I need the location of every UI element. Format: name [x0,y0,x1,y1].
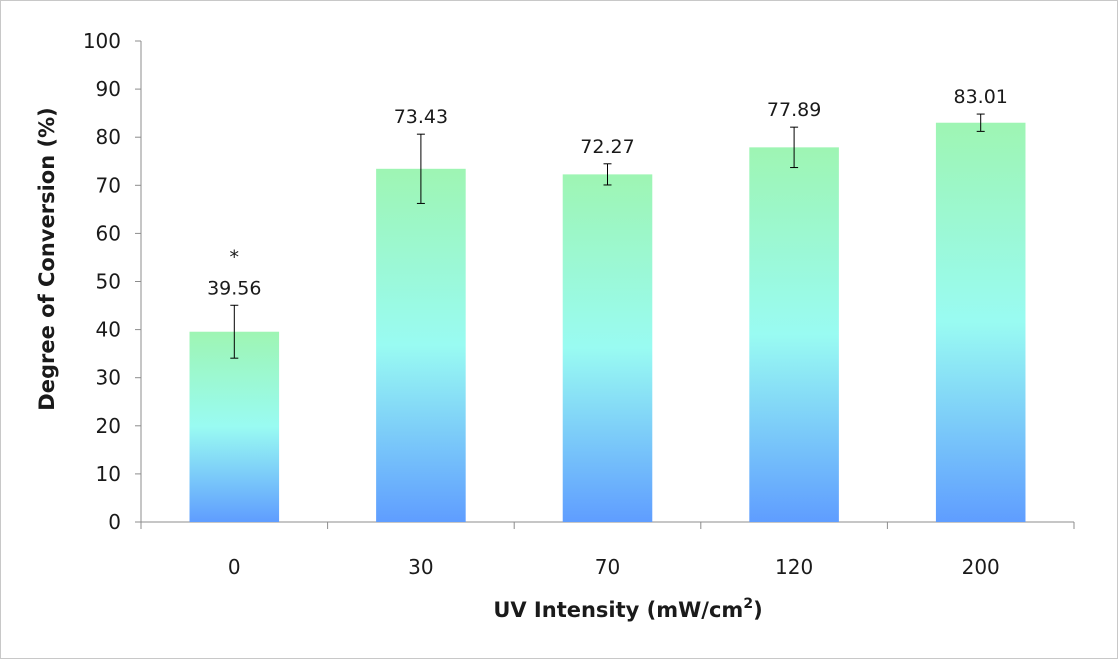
x-axis-title-main: UV Intensity (mW/cm [493,598,743,622]
x-axis-title: UV Intensity (mW/cm2) [493,596,762,622]
data-label: 77.89 [767,99,821,121]
y-tick-label: 50 [96,270,121,294]
data-label: 72.27 [580,136,634,158]
y-tick-label: 100 [83,29,121,53]
x-axis-title-superscript: 2 [743,596,753,612]
data-label: 83.01 [953,86,1007,108]
significance-annotation: * [230,246,240,268]
y-tick-label: 60 [96,221,121,245]
y-tick-label: 80 [96,125,121,149]
data-label: 73.43 [394,106,448,128]
bar [376,168,466,522]
y-tick-label: 0 [108,510,121,534]
y-tick-label: 10 [96,462,121,486]
y-axis-title: Degree of Conversion (%) [35,107,59,410]
bar [935,122,1026,523]
x-tick-label: 70 [595,555,620,579]
x-tick-label: 0 [228,555,241,579]
data-label: 39.56 [207,277,261,299]
y-tick-label: 40 [96,318,121,342]
y-tick-label: 30 [96,366,121,390]
x-tick-label: 30 [408,555,433,579]
y-tick-label: 90 [96,77,121,101]
bar [562,174,653,523]
bar [189,331,280,522]
x-tick-label: 200 [962,555,1000,579]
y-tick-label: 70 [96,173,121,197]
plot-area: 0 10 20 30 40 50 60 70 80 90 100 39.56 * 0 73.43 30 72.2… [83,29,1075,579]
bar [749,147,839,522]
y-tick-label: 20 [96,414,121,438]
x-axis-title-suffix: ) [753,598,763,622]
x-tick-label: 120 [775,555,813,579]
